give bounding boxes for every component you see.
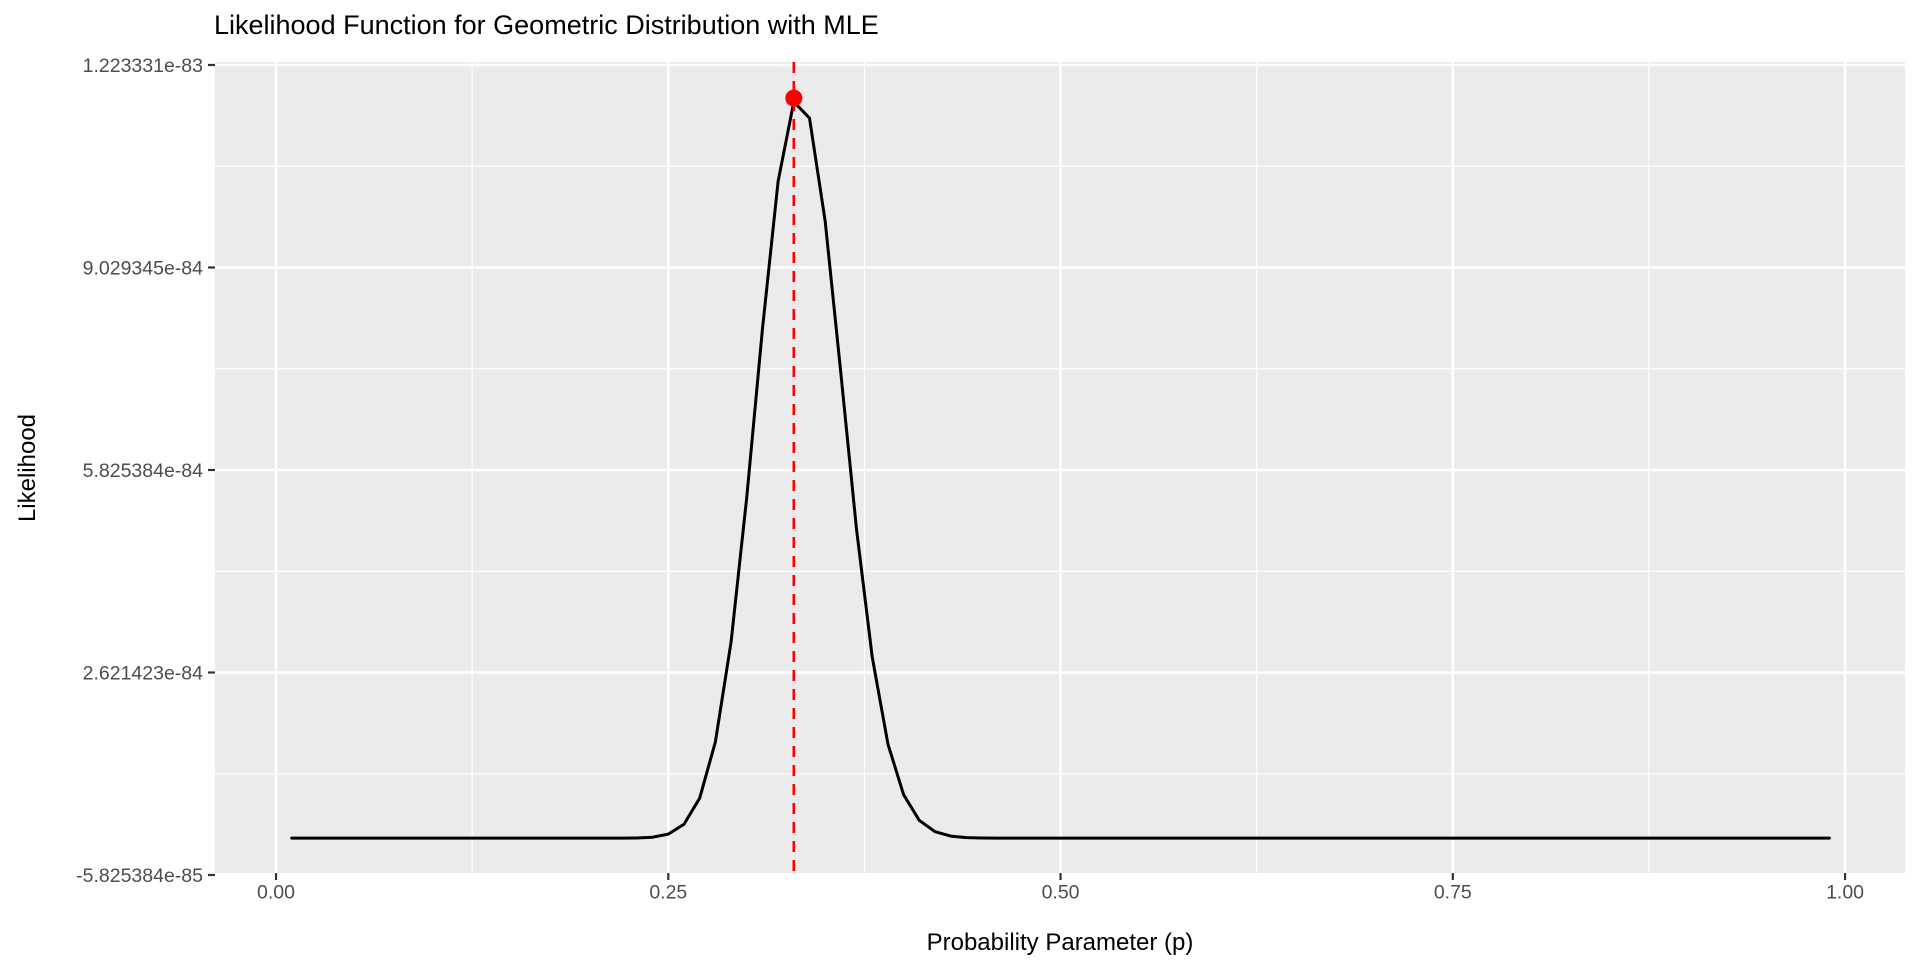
y-tick-label: 9.029345e-84 — [83, 257, 204, 279]
x-tick-label: 1.00 — [1826, 882, 1864, 904]
y-tick-label: -5.825384e-85 — [76, 865, 203, 887]
likelihood-curve — [290, 100, 1831, 840]
x-tick-label: 0.50 — [1042, 882, 1080, 904]
x-tick-label: 0.75 — [1434, 882, 1472, 904]
y-tick-label: 1.223331e-83 — [83, 55, 203, 77]
x-tick-label: 0.00 — [257, 882, 295, 904]
x-axis-title: Probability Parameter (p) — [926, 929, 1194, 956]
x-tick-label: 0.25 — [649, 882, 687, 904]
plot-title: Likelihood Function for Geometric Distri… — [214, 10, 879, 40]
y-tick-label: 5.825384e-84 — [83, 460, 204, 482]
y-tick-label: 2.621423e-84 — [83, 662, 204, 684]
mle-point — [785, 89, 803, 107]
y-axis-title: Likelihood — [14, 413, 41, 523]
